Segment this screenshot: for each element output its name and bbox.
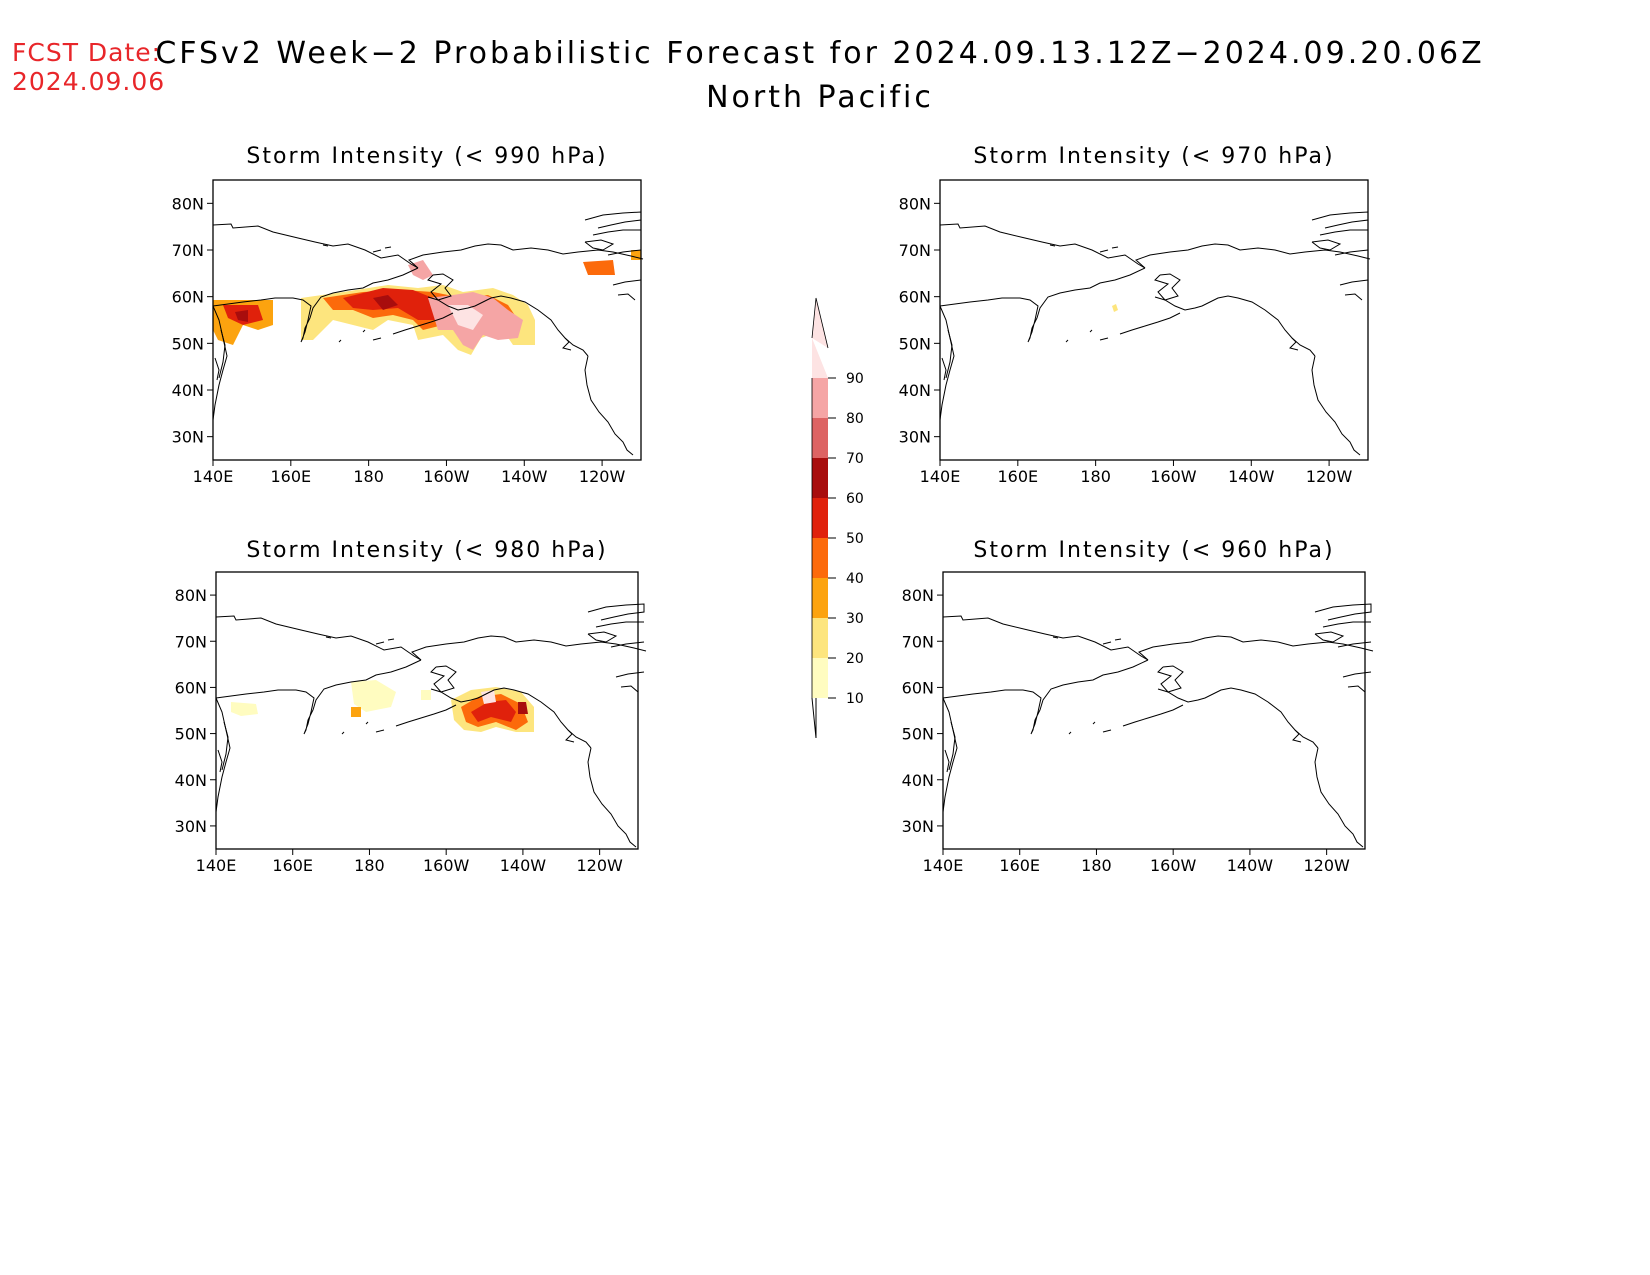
lat-label-980: 30N xyxy=(175,817,207,836)
colorbar-top-cap xyxy=(811,297,829,349)
map-frame-980 xyxy=(215,571,639,850)
forecast-date-value: 2024.09.06 xyxy=(12,67,166,96)
lon-label-990: 140E xyxy=(193,467,234,486)
lon-label-960: 120W xyxy=(1303,856,1350,875)
panel-title-990: Storm Intensity (< 990 hPa) xyxy=(246,144,607,169)
panel-title-960: Storm Intensity (< 960 hPa) xyxy=(973,538,1334,563)
lon-label-990: 160W xyxy=(423,467,470,486)
axis-ticks: 140E 160E 180 160W 140W 120W 80N 70N 60N 50N 40N 30… xyxy=(172,194,1353,875)
lon-label-970: 160E xyxy=(997,467,1038,486)
lat-label-990: 70N xyxy=(172,241,204,260)
colorbar-swatch xyxy=(812,378,828,418)
lat-label-980: 60N xyxy=(175,678,207,697)
colorbar: 10 20 30 40 50 60 70 80 90 xyxy=(811,297,864,739)
lat-label-980: 70N xyxy=(175,632,207,651)
colorbar-label: 60 xyxy=(846,491,864,507)
colorbar-label: 20 xyxy=(846,651,864,667)
lat-label-960: 50N xyxy=(902,725,934,744)
map-frame-990 xyxy=(212,179,642,461)
panel-title-980: Storm Intensity (< 980 hPa) xyxy=(246,538,607,563)
lat-label-970: 30N xyxy=(899,428,931,447)
colorbar-label: 50 xyxy=(846,531,864,547)
lon-label-980: 120W xyxy=(576,856,623,875)
colorbar-label: 10 xyxy=(846,691,864,707)
lon-label-980: 160E xyxy=(272,856,313,875)
map-frame-970 xyxy=(939,179,1369,461)
panel-980: Storm Intensity (< 980 hPa) xyxy=(215,538,647,850)
lat-label-960: 70N xyxy=(902,632,934,651)
forecast-date-label: FCST Date: xyxy=(12,38,162,67)
lat-label-980: 40N xyxy=(175,771,207,790)
lon-label-960: 160E xyxy=(999,856,1040,875)
lon-label-970: 140E xyxy=(920,467,961,486)
lon-label-960: 140W xyxy=(1227,856,1274,875)
forecast-date: FCST Date: 2024.09.06 xyxy=(12,38,165,96)
prob-shading-970 xyxy=(1112,304,1118,312)
colorbar-swatch xyxy=(812,578,828,618)
map-frame-960 xyxy=(942,571,1366,850)
panel-990: Storm Intensity (< 990 hPa) xyxy=(212,144,644,461)
lat-label-970: 50N xyxy=(899,334,931,353)
map-970 xyxy=(939,180,1371,460)
lat-label-990: 80N xyxy=(172,194,204,213)
colorbar-label: 90 xyxy=(846,371,864,387)
figure-subtitle: North Pacific xyxy=(706,80,934,115)
colorbar-swatch xyxy=(812,538,828,578)
lon-label-990: 140W xyxy=(501,467,548,486)
lon-label-970: 160W xyxy=(1150,467,1197,486)
panel-960: Storm Intensity (< 960 hPa) xyxy=(942,538,1374,850)
colorbar-swatch xyxy=(812,658,828,698)
lon-label-980: 140E xyxy=(196,856,237,875)
map-990 xyxy=(212,180,644,460)
lat-label-990: 40N xyxy=(172,381,204,400)
colorbar-label: 30 xyxy=(846,611,864,627)
map-960 xyxy=(942,572,1374,849)
colorbar-swatch xyxy=(812,618,828,658)
lat-label-960: 80N xyxy=(902,586,934,605)
lat-label-980: 80N xyxy=(175,586,207,605)
colorbar-label: 40 xyxy=(846,571,864,587)
map-980 xyxy=(215,572,647,849)
colorbar-swatch xyxy=(812,338,828,378)
lat-label-990: 60N xyxy=(172,288,204,307)
lat-label-960: 60N xyxy=(902,678,934,697)
lat-label-990: 30N xyxy=(172,428,204,447)
lat-label-960: 30N xyxy=(902,817,934,836)
colorbar-label: 80 xyxy=(846,411,864,427)
lat-label-970: 40N xyxy=(899,381,931,400)
lon-label-960: 180 xyxy=(1081,856,1112,875)
colorbar-swatch xyxy=(812,498,828,538)
lon-label-980: 160W xyxy=(423,856,470,875)
panel-970: Storm Intensity (< 970 hPa) xyxy=(939,144,1371,461)
colorbar-label: 70 xyxy=(846,451,864,467)
lat-label-960: 40N xyxy=(902,771,934,790)
colorbar-swatch xyxy=(812,458,828,498)
lon-label-970: 120W xyxy=(1306,467,1353,486)
lon-label-990: 160E xyxy=(270,467,311,486)
lon-label-970: 180 xyxy=(1080,467,1111,486)
lat-label-970: 60N xyxy=(899,288,931,307)
lon-label-980: 180 xyxy=(354,856,385,875)
lon-label-990: 180 xyxy=(353,467,384,486)
lon-label-960: 140E xyxy=(923,856,964,875)
prob-shading-990 xyxy=(213,250,641,355)
lon-label-980: 140W xyxy=(500,856,547,875)
lon-label-960: 160W xyxy=(1150,856,1197,875)
lat-label-970: 80N xyxy=(899,194,931,213)
lon-label-970: 140W xyxy=(1228,467,1275,486)
lon-label-990: 120W xyxy=(579,467,626,486)
figure-title: CFSv2 Week−2 Probabilistic Forecast for … xyxy=(155,36,1485,71)
lat-label-990: 50N xyxy=(172,334,204,353)
colorbar-bottom-cap xyxy=(811,697,817,739)
lat-label-970: 70N xyxy=(899,241,931,260)
lat-label-980: 50N xyxy=(175,725,207,744)
panel-title-970: Storm Intensity (< 970 hPa) xyxy=(973,144,1334,169)
colorbar-swatch xyxy=(812,418,828,458)
prob-shading-980 xyxy=(231,680,534,732)
